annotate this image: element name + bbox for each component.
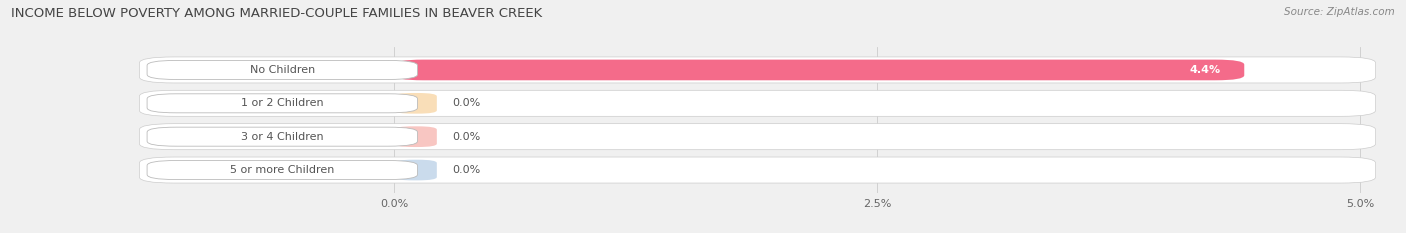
FancyBboxPatch shape [148, 161, 418, 180]
FancyBboxPatch shape [148, 94, 418, 113]
FancyBboxPatch shape [139, 157, 1375, 183]
FancyBboxPatch shape [394, 160, 437, 180]
FancyBboxPatch shape [148, 127, 418, 146]
FancyBboxPatch shape [139, 57, 1375, 83]
Text: Source: ZipAtlas.com: Source: ZipAtlas.com [1284, 7, 1395, 17]
FancyBboxPatch shape [139, 90, 1375, 116]
FancyBboxPatch shape [148, 60, 418, 79]
Text: 3 or 4 Children: 3 or 4 Children [240, 132, 323, 142]
Text: 1 or 2 Children: 1 or 2 Children [240, 98, 323, 108]
Text: 4.4%: 4.4% [1189, 65, 1220, 75]
Text: INCOME BELOW POVERTY AMONG MARRIED-COUPLE FAMILIES IN BEAVER CREEK: INCOME BELOW POVERTY AMONG MARRIED-COUPL… [11, 7, 543, 20]
FancyBboxPatch shape [394, 126, 437, 147]
FancyBboxPatch shape [394, 93, 437, 114]
Text: No Children: No Children [250, 65, 315, 75]
Text: 5 or more Children: 5 or more Children [231, 165, 335, 175]
FancyBboxPatch shape [394, 60, 1244, 80]
Text: 0.0%: 0.0% [453, 132, 481, 142]
FancyBboxPatch shape [139, 124, 1375, 150]
Text: 0.0%: 0.0% [453, 98, 481, 108]
Text: 0.0%: 0.0% [453, 165, 481, 175]
